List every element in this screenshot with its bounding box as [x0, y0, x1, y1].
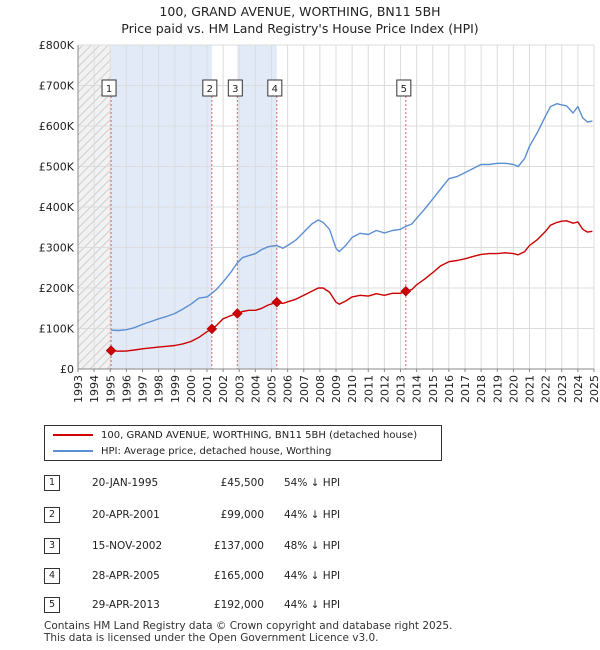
property-price-line — [111, 220, 593, 352]
x-tick-label: 2018 — [475, 375, 488, 403]
sale-hpi-diff: 48% ↓ HPI — [284, 540, 341, 552]
x-tick-label: 2025 — [588, 375, 600, 403]
legend-property-label: 100, GRAND AVENUE, WORTHING, BN11 5BH (d… — [101, 430, 418, 441]
x-tick-label: 2019 — [491, 375, 504, 403]
chart-subtitle: Price paid vs. HM Land Registry's House … — [121, 21, 479, 36]
y-tick-label: £600K — [39, 120, 75, 133]
sale-point — [271, 296, 283, 308]
x-tick-label: 1997 — [137, 375, 150, 403]
x-tick-label: 2015 — [427, 375, 440, 403]
sale-label-number: 1 — [106, 84, 112, 95]
x-tick-label: 2004 — [249, 375, 262, 403]
x-tick-label: 2005 — [266, 375, 279, 403]
sale-point — [231, 308, 243, 319]
sale-number: 1 — [44, 475, 60, 491]
x-tick-label: 2000 — [185, 375, 198, 403]
x-tick-label: 1994 — [88, 375, 101, 403]
y-tick-label: £500K — [39, 161, 75, 174]
sale-price: £99,000 — [220, 509, 264, 521]
x-tick-label: 2020 — [507, 375, 520, 403]
legend-hpi: HPI: Average price, detached house, Wort… — [53, 444, 331, 460]
sale-hpi-diff: 44% ↓ HPI — [284, 509, 341, 521]
sale-hpi-diff: 54% ↓ HPI — [284, 477, 341, 489]
x-tick-label: 2023 — [556, 375, 569, 403]
sale-label-number: 2 — [207, 84, 213, 95]
footer-copyright: Contains HM Land Registry data © Crown c… — [44, 620, 453, 632]
hpi-line-swatch — [53, 450, 93, 452]
sale-number: 5 — [44, 597, 60, 613]
x-tick-label: 2003 — [233, 375, 246, 403]
x-tick-label: 1996 — [120, 375, 133, 403]
x-tick-label: 2024 — [572, 375, 585, 403]
chart-title: 100, GRAND AVENUE, WORTHING, BN11 5BH — [159, 4, 441, 19]
sale-point — [400, 285, 412, 297]
sale-date: 20-JAN-1995 — [92, 477, 159, 489]
sale-label-number: 4 — [272, 84, 278, 95]
y-tick-label: £700K — [39, 80, 75, 93]
price-chart: 1 2 3 4 5 £0 £100K £200K £300K £400K £500K £600K £7… — [39, 39, 600, 403]
footer-licence: This data is licensed under the Open Gov… — [44, 632, 379, 644]
sale-label-box — [267, 79, 283, 97]
y-tick-label: £800K — [39, 39, 75, 52]
x-tick-label: 2017 — [459, 375, 472, 403]
x-tick-label: 2013 — [395, 375, 408, 403]
x-tick-label: 2021 — [524, 375, 537, 403]
sale-label-box — [227, 79, 243, 97]
sale-hpi-diff: 44% ↓ HPI — [284, 570, 341, 582]
x-tick-label: 2014 — [411, 375, 424, 403]
x-tick-label: 2016 — [443, 375, 456, 403]
x-tick-label: 2007 — [298, 375, 311, 403]
x-tick-label: 1999 — [169, 375, 182, 403]
y-tick-label: £0 — [60, 363, 74, 376]
sale-date: 20-APR-2001 — [92, 509, 160, 521]
sale-label-number: 3 — [232, 84, 238, 95]
sale-point — [206, 323, 218, 335]
property-line-swatch — [53, 434, 93, 436]
x-tick-label: 2006 — [282, 375, 295, 403]
x-tick-label: 2001 — [201, 375, 214, 403]
x-tick-label: 2012 — [378, 375, 391, 403]
sale-price: £137,000 — [213, 540, 264, 552]
x-tick-label: 1995 — [104, 375, 117, 403]
sale-date: 29-APR-2013 — [92, 599, 160, 611]
sale-date: 28-APR-2005 — [92, 570, 160, 582]
sale-date: 15-NOV-2002 — [92, 540, 163, 552]
sale-price: £45,500 — [220, 477, 264, 489]
sale-price: £165,000 — [213, 570, 264, 582]
y-tick-label: £400K — [39, 201, 75, 214]
legend-property: 100, GRAND AVENUE, WORTHING, BN11 5BH (d… — [53, 428, 417, 444]
x-tick-label: 2002 — [217, 375, 230, 403]
sale-label-box — [396, 79, 412, 97]
y-tick-label: £300K — [39, 242, 75, 255]
x-tick-label: 2011 — [362, 375, 375, 403]
sale-label-box — [202, 79, 218, 97]
x-tick-label: 2009 — [330, 375, 343, 403]
x-tick-label: 2010 — [346, 375, 359, 403]
sale-number: 4 — [44, 568, 60, 584]
y-tick-label: £200K — [39, 282, 75, 295]
x-tick-label: 1993 — [72, 375, 85, 403]
x-tick-label: 1998 — [153, 375, 166, 403]
sale-number: 2 — [44, 507, 60, 523]
x-tick-label: 2008 — [314, 375, 327, 403]
legend-hpi-label: HPI: Average price, detached house, Wort… — [101, 446, 332, 457]
sale-label-number: 5 — [401, 84, 407, 95]
hpi-line — [111, 103, 593, 332]
legend: 100, GRAND AVENUE, WORTHING, BN11 5BH (d… — [44, 425, 442, 461]
sale-price: £192,000 — [213, 599, 264, 611]
sale-label-box — [101, 79, 117, 97]
sale-hpi-diff: 44% ↓ HPI — [284, 599, 341, 611]
sale-number: 3 — [44, 538, 60, 554]
x-tick-label: 2022 — [540, 375, 553, 403]
sale-point — [105, 345, 117, 356]
y-tick-label: £100K — [39, 323, 75, 336]
